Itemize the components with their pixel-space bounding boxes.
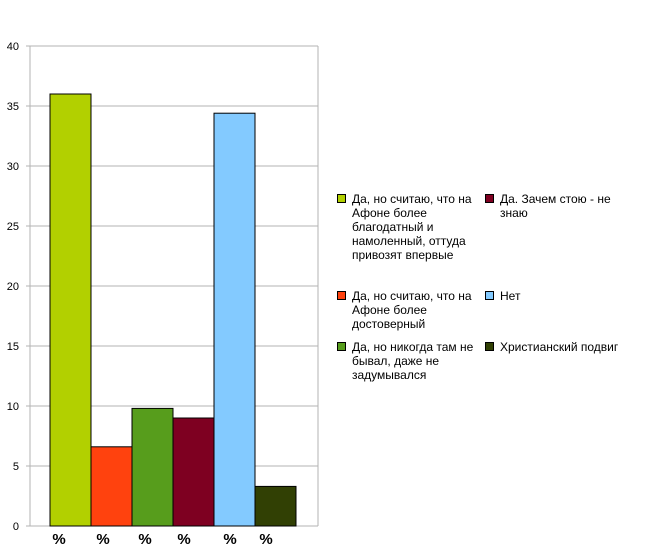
legend-item-never-been: Да, но никогда там не бывал, даже не зад… [337, 340, 482, 382]
legend-swatch-afon-grace [337, 194, 346, 203]
bar-3 [172, 417, 215, 527]
legend-item-christian-feat: Христианский подвиг [485, 340, 620, 354]
y-tick-label-0: 0 [13, 521, 19, 533]
y-tick-label-40: 40 [7, 41, 19, 53]
y-tick-label-30: 30 [7, 161, 19, 173]
bar-0 [49, 93, 92, 527]
legend-swatch-no [485, 291, 494, 300]
category-label-1: % [96, 531, 109, 545]
legend-label-no: Нет [500, 289, 521, 303]
legend-item-no: Нет [485, 289, 620, 303]
y-tick-label-5: 5 [13, 461, 19, 473]
legend-swatch-never-been [337, 342, 346, 351]
bar-4 [213, 112, 256, 527]
legend-item-why-standing: Да. Зачем стою - не знаю [485, 192, 620, 220]
category-label-5: % [259, 531, 272, 545]
legend-label-never-been: Да, но никогда там не бывал, даже не зад… [352, 340, 474, 382]
legend-swatch-afon-authentic [337, 291, 346, 300]
y-tick-label-10: 10 [7, 401, 19, 413]
legend-item-afon-authentic: Да, но считаю, что на Афоне более достов… [337, 289, 482, 331]
bar-5 [254, 485, 297, 527]
legend-item-afon-grace: Да, но считаю, что на Афоне более благод… [337, 192, 482, 262]
y-tick-label-25: 25 [7, 221, 19, 233]
category-label-0: % [52, 531, 65, 545]
legend-swatch-christian-feat [485, 342, 494, 351]
bar-2 [131, 407, 174, 527]
category-label-3: % [177, 531, 190, 545]
y-tick-label-20: 20 [7, 281, 19, 293]
y-tick-label-15: 15 [7, 341, 19, 353]
category-label-4: % [223, 531, 236, 545]
category-label-2: % [138, 531, 151, 545]
legend-label-christian-feat: Христианский подвиг [500, 340, 619, 354]
legend-swatch-why-standing [485, 194, 494, 203]
legend-label-afon-authentic: Да, но считаю, что на Афоне более достов… [352, 289, 472, 331]
y-tick-label-35: 35 [7, 101, 19, 113]
legend-label-afon-grace: Да, но считаю, что на Афоне более благод… [352, 192, 472, 262]
legend-label-why-standing: Да. Зачем стою - не знаю [500, 192, 611, 220]
bar-1 [90, 446, 133, 527]
